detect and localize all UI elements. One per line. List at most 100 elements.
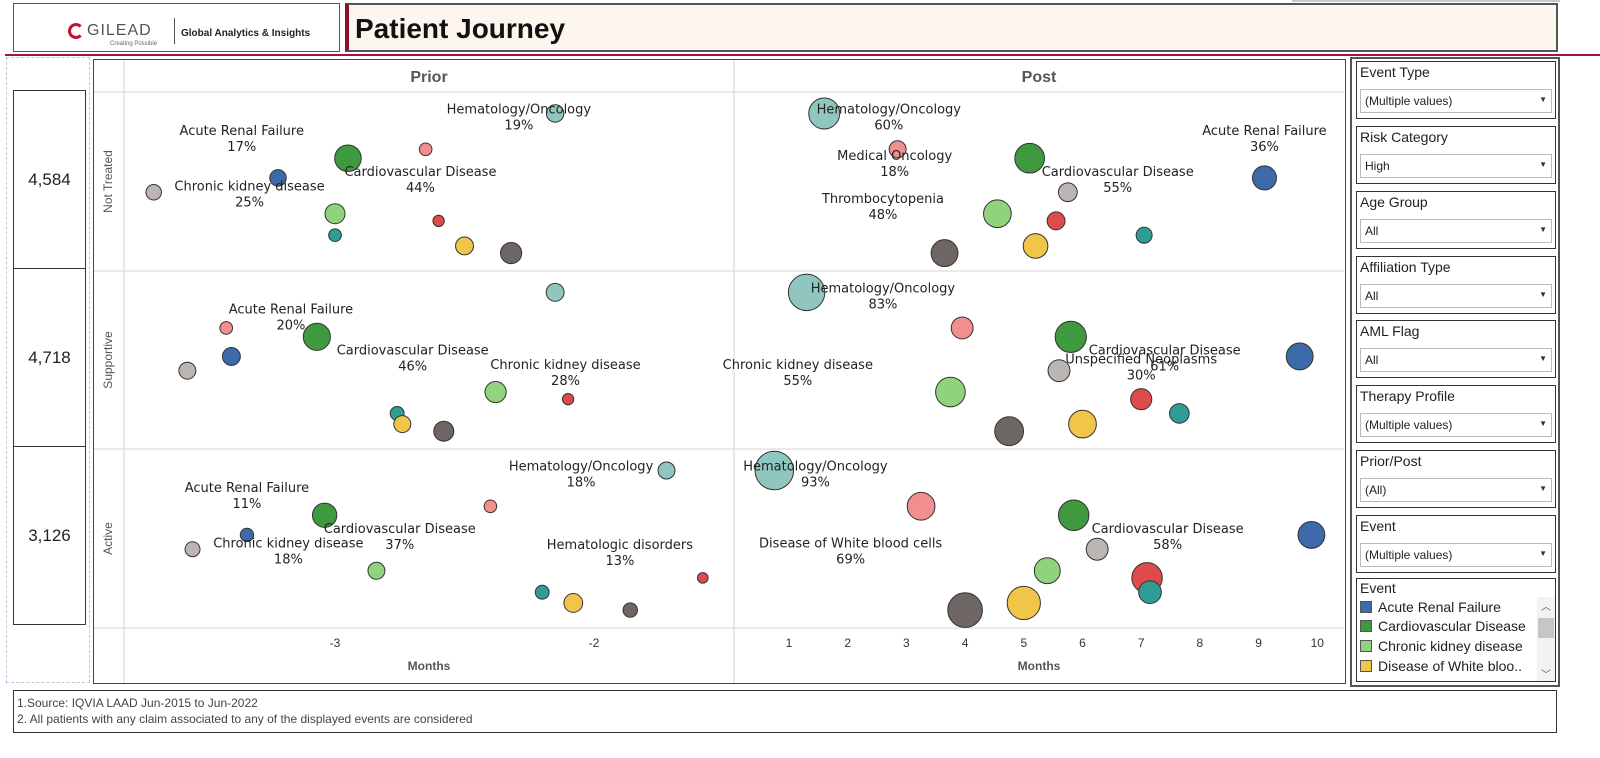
scroll-up-icon[interactable]: ︿ [1541,602,1551,613]
point-label-pct: 37% [385,538,414,553]
point-label: Acute Renal Failure [185,481,309,496]
x-axis-label-prior: Months [408,659,451,673]
legend-item-disease-of-white-blood-cells[interactable]: Disease of White bloo.. [1360,657,1538,675]
prior-post-dropdown[interactable]: (All) ▼ [1360,478,1552,502]
risk-category-dropdown[interactable]: High ▼ [1360,154,1552,178]
dropdown-arrow-icon: ▼ [1539,225,1547,234]
data-point-unspecified-neoplasms [1057,182,1078,203]
data-point-thrombocytopenia [432,214,445,228]
scroll-down-icon[interactable]: ﹀ [1541,670,1551,681]
legend-item-chronic-kidney-disease[interactable]: Chronic kidney disease [1360,637,1538,655]
legend-label: Chronic kidney disease [1378,638,1523,654]
top-edge-line [1292,0,1560,2]
point-label-pct: 18% [880,165,909,180]
footnote-box: 1.Source: IQVIA LAAD Jun-2015 to Jun-202… [13,690,1557,733]
row-label-not-treated: Not Treated [101,150,115,213]
therapy-profile-dropdown[interactable]: (Multiple values) ▼ [1360,413,1552,437]
count-not-treated: 4,584 [13,90,86,269]
filter-label: Prior/Post [1360,453,1422,469]
data-point-unspecified-neoplasms [1047,359,1071,383]
data-point-medical-oncology [483,499,498,514]
data-point-cardiovascular-disease [1054,320,1087,353]
point-label-pct: 18% [567,475,596,490]
point-label: Hematology/Oncology [743,459,888,474]
data-point-disease-of-white-blood-cells [393,415,412,434]
patient-journey-chart: Prior Post Not Treated Supportive Active Ac… [93,59,1346,684]
data-point-unspecified-neoplasms [145,183,162,201]
data-point-medical-oncology [950,316,974,340]
filter-event: Event (Multiple values) ▼ [1356,515,1556,573]
point-label: Hematology/Oncology [447,102,592,117]
scroll-thumb[interactable] [1538,618,1554,638]
dropdown-arrow-icon: ▼ [1539,160,1547,169]
point-label-pct: 11% [232,497,261,512]
footnote-source: 1.Source: IQVIA LAAD Jun-2015 to Jun-202… [17,696,258,710]
x-tick-label: -3 [330,636,341,650]
filter-label: AML Flag [1360,323,1420,339]
data-point-hematologic-disorders [947,592,983,628]
data-point-chronic-kidney-disease [367,561,386,580]
legend-scrollbar[interactable]: ︿ ﹀ [1537,597,1555,681]
point-label: Chronic kidney disease [490,358,640,373]
data-point-other-teal [1135,226,1153,244]
data-point-hematology-oncology [787,273,826,312]
data-point-acute-renal-failure [1251,165,1277,191]
count-supportive: 4,718 [13,268,86,447]
legend-swatch [1360,660,1372,672]
data-point-disease-of-white-blood-cells [1068,409,1097,439]
x-tick-label: 8 [1197,636,1204,650]
filter-label: Age Group [1360,194,1428,210]
data-point-other-teal [1138,580,1162,605]
data-point-disease-of-white-blood-cells [1022,233,1049,259]
legend-item-acute-renal-failure[interactable]: Acute Renal Failure [1360,598,1538,616]
dropdown-value: High [1365,159,1390,173]
x-tick-label: 7 [1138,636,1145,650]
affiliation-type-dropdown[interactable]: All ▼ [1360,284,1552,308]
chart-canvas: Prior Post Not Treated Supportive Active Ac… [94,60,1344,683]
legend-item-cardiovascular-disease[interactable]: Cardiovascular Disease [1360,617,1538,635]
x-tick-label: 1 [786,636,793,650]
page-title: Patient Journey [355,13,566,44]
dropdown-arrow-icon: ▼ [1539,290,1547,299]
filter-label: Risk Category [1360,129,1448,145]
column-header-post: Post [1022,69,1057,86]
point-label: Hematology/Oncology [509,459,654,474]
data-point-chronic-kidney-disease [324,203,346,225]
point-label: Acute Renal Failure [1202,124,1326,139]
x-tick-label: 3 [903,636,910,650]
data-point-medical-oncology [418,142,433,157]
data-point-disease-of-white-blood-cells [455,236,474,256]
filter-aml-flag: AML Flag All ▼ [1356,320,1556,378]
data-point-acute-renal-failure [221,346,241,366]
filter-risk-category: Risk Category High ▼ [1356,126,1556,184]
point-label-pct: 55% [1103,181,1132,196]
logo-text: GILEAD [87,22,152,39]
point-label: Unspecified Neoplasms [1065,353,1217,368]
data-point-cardiovascular-disease [311,502,338,528]
count-active: 3,126 [13,446,86,625]
point-label: Chronic kidney disease [723,358,873,373]
point-label: Cardiovascular Disease [344,165,496,180]
x-axis-label-post: Months [1018,659,1061,673]
filter-label: Therapy Profile [1360,388,1455,404]
event-type-dropdown[interactable]: (Multiple values) ▼ [1360,89,1552,113]
age-group-dropdown[interactable]: All ▼ [1360,219,1552,243]
point-label: Cardiovascular Disease [337,344,489,359]
data-point-chronic-kidney-disease [1033,557,1061,585]
data-point-acute-renal-failure [239,527,255,543]
event-dropdown[interactable]: (Multiple values) ▼ [1360,543,1552,567]
point-label-pct: 19% [504,118,533,133]
data-point-hematology-oncology [545,282,565,302]
filter-panel: Event Type (Multiple values) ▼ Risk Categ… [1350,57,1560,687]
data-point-cardiovascular-disease [334,144,362,172]
data-point-medical-oncology [219,321,234,335]
dropdown-arrow-icon: ▼ [1539,354,1547,363]
column-header-prior: Prior [410,69,447,86]
filter-label: Event Type [1360,64,1430,80]
point-label: Hematologic disorders [547,538,693,553]
x-tick-label: 10 [1311,636,1325,650]
aml-flag-dropdown[interactable]: All ▼ [1360,348,1552,372]
point-label-pct: 28% [551,374,580,389]
point-label: Acute Renal Failure [229,303,353,318]
data-point-chronic-kidney-disease [484,380,507,404]
